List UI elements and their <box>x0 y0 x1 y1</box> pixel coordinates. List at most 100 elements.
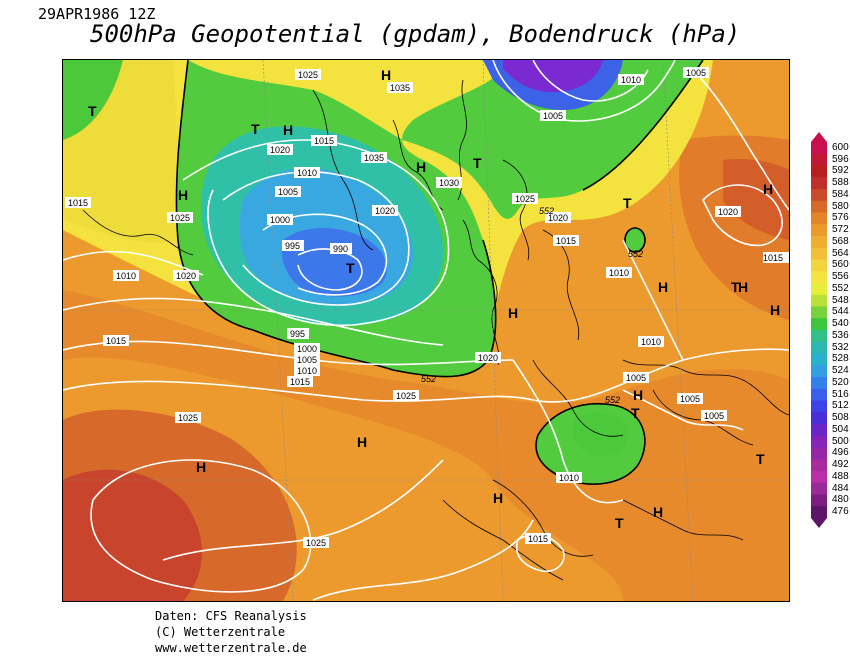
high-marker: H <box>653 504 663 520</box>
isobar-label: 1020 <box>475 352 501 363</box>
low-marker: T <box>251 121 260 137</box>
isobar-label: 1015 <box>553 235 579 246</box>
svg-text:1005: 1005 <box>686 68 706 78</box>
colorbar-cell <box>811 177 827 190</box>
colorbar-label: 540 <box>832 318 849 330</box>
colorbar-cell <box>811 447 827 460</box>
low-marker: T <box>88 103 97 119</box>
colorbar-label: 580 <box>832 200 849 212</box>
footer-source: Daten: CFS Reanalysis <box>155 609 307 623</box>
isobar-label: 1025 <box>393 390 419 401</box>
footer: Daten: CFS Reanalysis (C) Wetterzentrale… <box>155 608 307 656</box>
green-region-nw <box>63 60 123 140</box>
isobar-label: 1010 <box>113 270 139 281</box>
colorbar-label: 508 <box>832 412 849 424</box>
colorbar-label: 480 <box>832 494 849 506</box>
isobar-label: 995 <box>282 240 304 251</box>
high-marker: H <box>493 490 503 506</box>
isobar-label: 1035 <box>361 152 387 163</box>
isobar-label: 1015 <box>763 252 789 263</box>
colorbar-cell <box>811 247 827 260</box>
isobar-label: 1010 <box>294 365 320 376</box>
isobar-label: 1020 <box>715 206 741 217</box>
high-marker: H <box>770 302 780 318</box>
colorbar-cell <box>811 306 827 319</box>
svg-text:1010: 1010 <box>641 337 661 347</box>
colorbar-label: 564 <box>832 247 849 259</box>
svg-text:1020: 1020 <box>375 206 395 216</box>
colorbar-label: 592 <box>832 165 849 177</box>
svg-text:1025: 1025 <box>298 70 318 80</box>
colorbar-label: 536 <box>832 329 849 341</box>
isobar-label: 1015 <box>287 376 313 387</box>
colorbar-label: 516 <box>832 388 849 400</box>
grid-lines <box>63 60 789 601</box>
low-marker: T <box>473 155 482 171</box>
svg-text:1020: 1020 <box>548 213 568 223</box>
isobar-label: 1015 <box>65 197 91 208</box>
isobar-label: 1020 <box>173 270 199 281</box>
footer-website: www.wetterzentrale.de <box>155 641 307 655</box>
svg-text:1010: 1010 <box>297 168 317 178</box>
high-marker: H <box>381 67 391 83</box>
svg-text:1015: 1015 <box>290 377 310 387</box>
warm-region-mid <box>63 290 789 601</box>
isobar-label: 1010 <box>638 336 664 347</box>
blue-core <box>281 228 387 297</box>
isobar-label: 1025 <box>303 537 329 548</box>
svg-text:1015: 1015 <box>763 253 783 263</box>
colorbar-cell <box>811 377 827 390</box>
geopotential-label: 552 <box>539 206 554 216</box>
svg-text:1025: 1025 <box>396 391 416 401</box>
svg-text:1035: 1035 <box>390 83 410 93</box>
colorbar-label: 476 <box>832 506 849 518</box>
colorbar-cell <box>811 294 827 307</box>
colorbar-label: 504 <box>832 423 849 435</box>
weather-map: H H H H H H H H H H H H H H T T T T T T … <box>62 59 790 602</box>
colorbar-label: 588 <box>832 177 849 189</box>
svg-text:1000: 1000 <box>270 215 290 225</box>
colorbar-cell <box>811 388 827 401</box>
colorbar-label: 584 <box>832 188 849 200</box>
colorbar-cell <box>811 459 827 472</box>
colorbar-bottom-arrow <box>811 518 827 528</box>
colorbar-cell <box>811 271 827 284</box>
colorbar-label: 544 <box>832 306 849 318</box>
isobar-label: 1015 <box>103 335 129 346</box>
svg-text:995: 995 <box>285 241 300 251</box>
isobar-label: 1005 <box>623 372 649 383</box>
colorbar-cell <box>811 200 827 213</box>
svg-text:1025: 1025 <box>306 538 326 548</box>
high-marker: H <box>738 279 748 295</box>
green-cell-east <box>625 228 645 252</box>
high-marker: H <box>416 159 426 175</box>
low-marker: T <box>631 405 640 421</box>
isobar-label: 1015 <box>311 135 337 146</box>
colorbar-label: 572 <box>832 224 849 236</box>
colorbar-cell <box>811 412 827 425</box>
map-title: 500hPa Geopotential (gpdam), Bodendruck … <box>90 20 741 48</box>
colorbar-cell <box>811 353 827 366</box>
svg-text:1010: 1010 <box>609 268 629 278</box>
high-marker: H <box>196 459 206 475</box>
low-marker: T <box>623 195 632 211</box>
low-marker: T <box>756 451 765 467</box>
hot-region-sw <box>63 469 202 601</box>
colorbar-label: 492 <box>832 459 849 471</box>
colorbar-cell <box>811 494 827 507</box>
purple-core-north <box>503 60 603 92</box>
geopotential-label: 552 <box>628 249 643 259</box>
colorbar-cell <box>811 224 827 237</box>
colorbar-label: 520 <box>832 376 849 388</box>
isobar-label: 990 <box>330 243 352 254</box>
colorbar-top-arrow <box>811 132 827 142</box>
high-marker: H <box>357 434 367 450</box>
colorbar-cell <box>811 365 827 378</box>
pressure-centers: H H H H H H H H H H H H H H T T T T T T … <box>88 67 780 531</box>
svg-text:1005: 1005 <box>297 355 317 365</box>
colorbar-cell <box>811 330 827 343</box>
low-marker: T <box>615 515 624 531</box>
svg-text:1015: 1015 <box>528 534 548 544</box>
svg-text:990: 990 <box>333 244 348 254</box>
colorbar-label: 548 <box>832 294 849 306</box>
